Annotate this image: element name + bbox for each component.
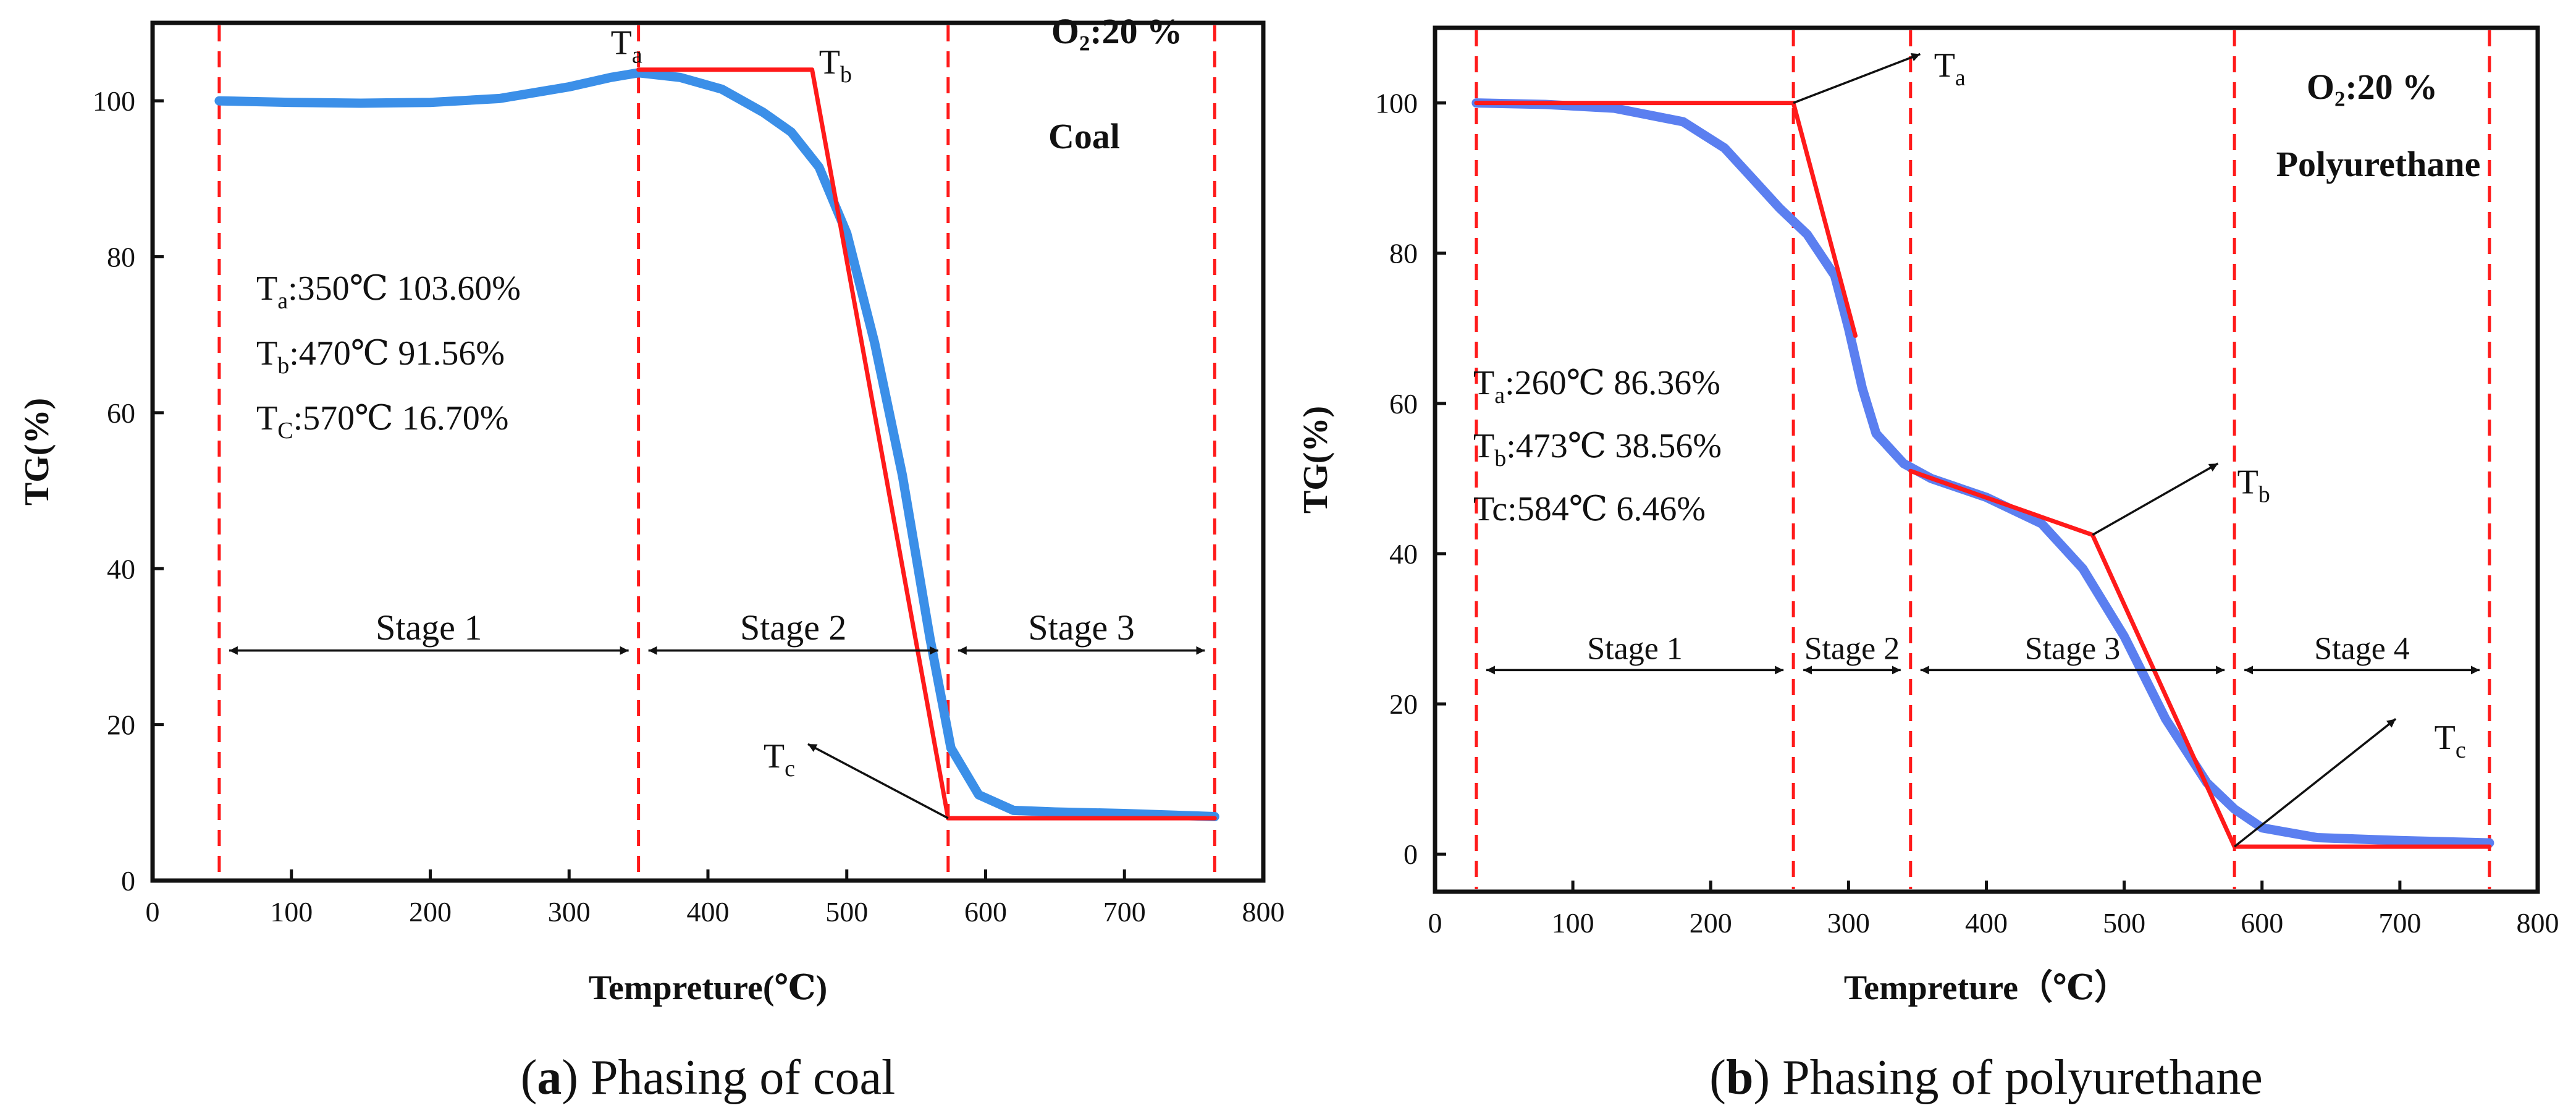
fit-line [636, 67, 1217, 821]
y-tick-label: 20 [1389, 688, 1418, 720]
point-label: Tc [764, 737, 795, 782]
stage-label: Stage 1 [376, 607, 482, 648]
x-tick-label: 0 [146, 896, 160, 928]
annotation-pointer-arrow [807, 743, 949, 819]
x-axis-title: Tempreture（℃） [1844, 968, 2129, 1007]
y-tick-label: 100 [1375, 88, 1418, 119]
fit-line [1908, 468, 2492, 849]
material-label: Coal [1048, 116, 1120, 156]
x-tick-label: 300 [1827, 907, 1870, 939]
oxygen-condition-label: O₂:20 % [2307, 67, 2438, 107]
panel-caption: (b) Phasing of polyurethane [1709, 1050, 2262, 1105]
panel-caption: (a) Phasing of coal [521, 1050, 896, 1105]
x-axis-title: Tempreture(℃) [589, 969, 827, 1007]
point-label: Tb [2237, 463, 2270, 508]
readout-text: TC:570℃ 16.70% [256, 399, 508, 444]
x-tick-label: 400 [687, 896, 730, 928]
y-tick-label: 80 [1389, 238, 1418, 269]
annotation-pointer-arrow [2234, 718, 2397, 848]
fit-line [1474, 101, 1858, 338]
point-label: Tc [2435, 719, 2466, 763]
y-tick-label: 0 [121, 865, 135, 897]
stage-label: Stage 4 [2314, 631, 2410, 666]
x-tick-label: 700 [1103, 896, 1146, 928]
stage-label: Stage 2 [1804, 631, 1900, 666]
y-tick-label: 20 [107, 709, 135, 741]
readout-text: Tb:473℃ 38.56% [1473, 427, 1722, 471]
readout-text: Ta:260℃ 86.36% [1473, 364, 1720, 408]
y-tick-label: 0 [1404, 839, 1418, 870]
y-tick-label: 80 [107, 242, 135, 273]
y-axis-title: TG(%) [1297, 406, 1335, 514]
readout-text: Tc:584℃ 6.46% [1473, 490, 1706, 528]
annotation-pointer-arrow [2092, 462, 2219, 536]
oxygen-condition-label: O₂:20 % [1051, 11, 1182, 51]
y-tick-label: 40 [1389, 538, 1418, 570]
point-label: Ta [1934, 46, 1966, 91]
stage-label: Stage 3 [2025, 631, 2121, 666]
x-tick-label: 300 [548, 896, 591, 928]
x-tick-label: 600 [964, 896, 1007, 928]
point-label: Ta [611, 23, 642, 68]
stage-label: Stage 1 [1587, 631, 1683, 666]
y-axis-title: TG(%) [18, 398, 56, 505]
stage-label: Stage 2 [740, 607, 846, 648]
x-tick-label: 100 [270, 896, 313, 928]
x-tick-label: 500 [2103, 907, 2145, 939]
x-tick-label: 800 [1242, 896, 1285, 928]
annotation-pointer-arrow [1793, 53, 1921, 104]
x-tick-label: 500 [825, 896, 868, 928]
y-tick-label: 100 [93, 85, 135, 117]
tg-curve-line [214, 68, 1219, 821]
readout-text: Tb:470℃ 91.56% [256, 334, 505, 379]
x-tick-label: 400 [1965, 907, 2008, 939]
x-tick-label: 600 [2241, 907, 2283, 939]
tg-curve-line [1471, 98, 2494, 848]
point-label: Tb [819, 43, 852, 88]
x-tick-label: 200 [1690, 907, 1732, 939]
readout-text: Ta:350℃ 103.60% [256, 269, 521, 314]
x-tick-label: 0 [1428, 907, 1442, 939]
x-tick-label: 700 [2378, 907, 2421, 939]
x-tick-label: 800 [2517, 907, 2559, 939]
stage-label: Stage 3 [1028, 607, 1134, 648]
chart-panel-polyurethane: 0 100 200 300 400 500 600 700 800 0 20 40 60 80 100 Tem… [1297, 25, 2559, 1105]
material-label: Polyurethane [2276, 144, 2481, 184]
y-tick-label: 60 [107, 397, 135, 429]
chart-panel-coal: 0 100 200 300 400 500 600 700 800 0 20 40 60 80 100 Tem… [18, 11, 1285, 1105]
y-tick-label: 60 [1389, 388, 1418, 420]
y-tick-label: 40 [107, 553, 135, 585]
x-tick-label: 200 [409, 896, 452, 928]
x-tick-label: 100 [1552, 907, 1594, 939]
